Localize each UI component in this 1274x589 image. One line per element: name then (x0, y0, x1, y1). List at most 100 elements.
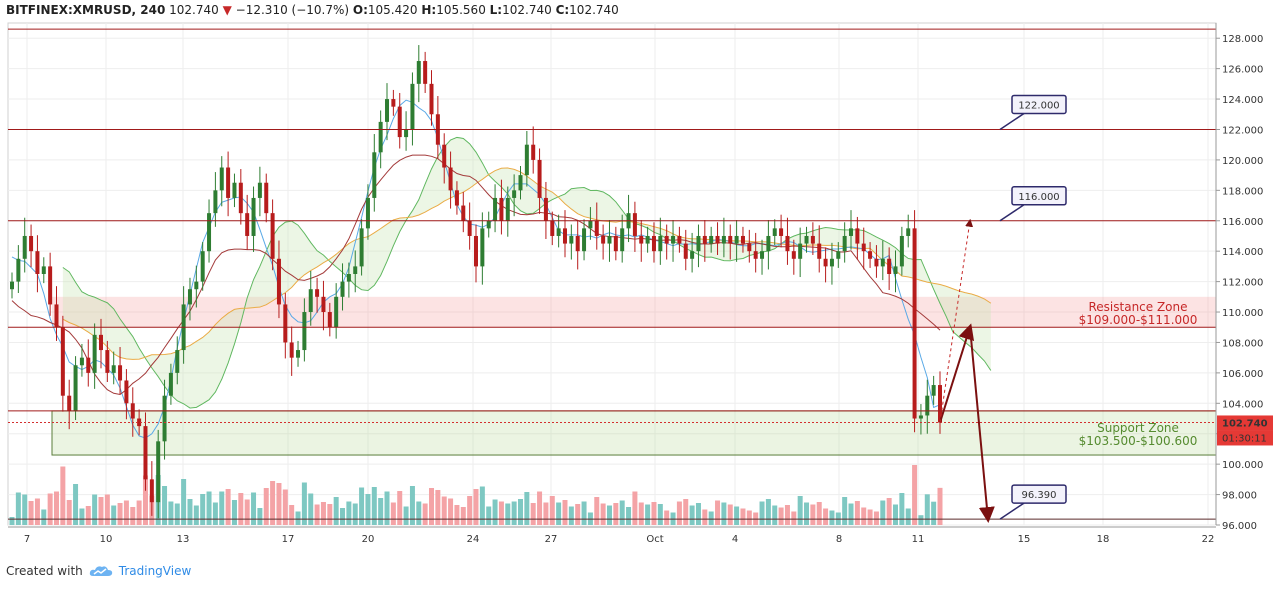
volume-bar (289, 505, 295, 525)
volume-bar (505, 503, 511, 525)
candle-body (67, 395, 72, 411)
candle-body (35, 251, 40, 274)
volume-bar (899, 493, 905, 525)
x-tick-label: 15 (1018, 534, 1031, 545)
volume-bar (282, 489, 288, 525)
y-tick-label: 100.000 (1222, 460, 1263, 471)
candle-body (79, 357, 84, 366)
volume-bar (651, 502, 657, 525)
volume-bar (568, 506, 574, 525)
candle-body (391, 99, 396, 107)
volume-bar (804, 502, 810, 525)
volume-bar (797, 496, 803, 525)
x-tick-label: 18 (1097, 534, 1110, 545)
candle-body (715, 235, 720, 244)
candle-body (893, 266, 898, 274)
candle-body (721, 235, 726, 244)
callout-box (1011, 484, 1067, 504)
y-tick-label: 120.000 (1222, 156, 1263, 167)
cloud-fill (62, 137, 991, 408)
volume-bar (575, 504, 581, 525)
volume-bar (702, 509, 708, 525)
volume-bar (60, 466, 66, 525)
change-value: −12.310 (−10.7%) (235, 3, 350, 17)
candle-body (683, 243, 688, 259)
callout-text: 122.000 (1018, 100, 1059, 111)
x-tick-label: 10 (100, 534, 113, 545)
candle-body (92, 334, 97, 373)
candle-body (111, 365, 116, 373)
y-tick-label: 112.000 (1222, 278, 1263, 289)
candle-body (270, 213, 275, 259)
candle-body (785, 235, 790, 252)
candle-body (524, 144, 529, 176)
volume-bar (231, 500, 237, 525)
volume-bar (537, 491, 543, 525)
countdown-badge (1217, 430, 1273, 446)
volume-bar (854, 501, 860, 525)
candle-body (29, 235, 34, 252)
candle-body (48, 266, 53, 305)
candle-body (664, 235, 669, 244)
volume-bar (734, 506, 740, 525)
candle-body (22, 235, 27, 259)
volume-bar (689, 505, 695, 525)
volume-bar (92, 494, 98, 525)
volume-bar (441, 496, 447, 525)
volume-bar (880, 500, 886, 525)
volume-bar (244, 499, 250, 525)
candle-body (740, 235, 745, 244)
volume-bar (333, 497, 339, 525)
candle-body (938, 385, 942, 423)
volume-bar (492, 499, 498, 525)
volume-bar (111, 505, 117, 525)
volume-bar (759, 501, 765, 525)
volume-bar (365, 494, 371, 525)
x-tick-label: 7 (24, 534, 30, 545)
candle-body (766, 235, 771, 252)
price-badge (1217, 415, 1273, 431)
candle-body (779, 228, 784, 236)
volume-bar (893, 504, 899, 525)
candle-body (442, 144, 447, 168)
volume-bar (34, 498, 40, 525)
open-value: 105.420 (367, 3, 418, 17)
candle-body (537, 159, 542, 198)
callout-box (1011, 186, 1067, 206)
callout-96.390: 96.390 (999, 484, 1067, 520)
candle-body (73, 365, 78, 411)
callout-text: 116.000 (1018, 192, 1059, 203)
candle-body (397, 106, 402, 138)
candle-body (607, 235, 612, 244)
candle-body (880, 258, 885, 267)
candle-body (175, 350, 180, 373)
candle-body (518, 175, 523, 191)
candle-body (86, 357, 91, 373)
projection-arrow-dashed (939, 218, 974, 423)
volume-bar (104, 494, 110, 525)
volume-bar (524, 492, 530, 525)
candle-body (931, 385, 936, 396)
candle-body (276, 258, 281, 305)
tradingview-link[interactable]: TradingView (118, 564, 192, 578)
x-tick-label: 17 (282, 534, 295, 545)
candle-body (651, 235, 656, 252)
candle-body (302, 312, 307, 351)
volume-bar (454, 505, 460, 525)
callout-pointer (999, 112, 1025, 131)
volume-bar (695, 503, 701, 525)
candle-body (836, 251, 841, 259)
candle-body (156, 441, 161, 503)
x-tick-label: 27 (545, 534, 558, 545)
candle-body (556, 228, 561, 236)
candle-body (702, 235, 707, 244)
candle-body (207, 213, 212, 252)
candle-body (365, 197, 370, 229)
candle-body (550, 220, 555, 236)
candle-body (321, 296, 326, 313)
candle-body (480, 228, 485, 267)
candle-body (632, 213, 637, 236)
candle-body (423, 61, 428, 84)
volume-bar (53, 491, 59, 525)
